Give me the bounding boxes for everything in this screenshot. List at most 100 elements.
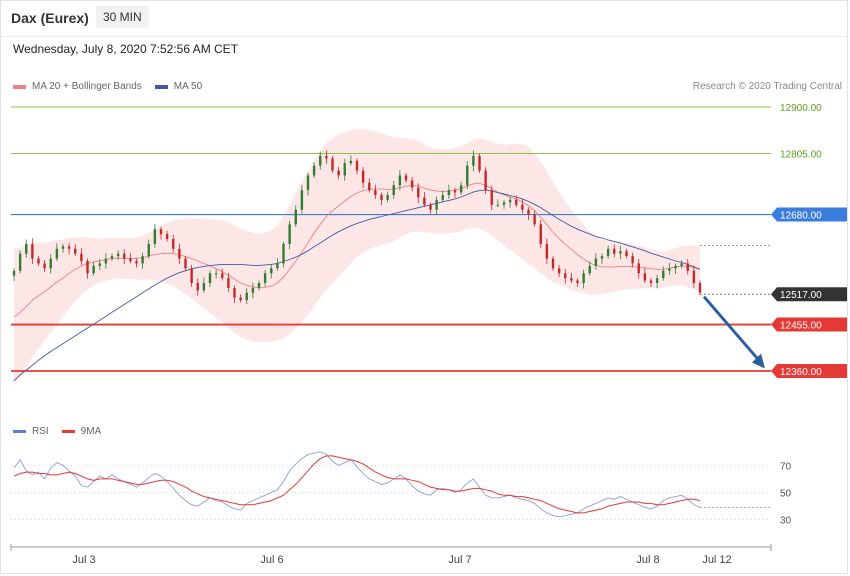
candle-body [270,268,273,274]
candle-body [484,170,487,191]
candle-body [594,258,598,266]
ma50-line [13,189,701,382]
candle-body [386,195,389,200]
candle-body [588,265,591,274]
candle-body [582,273,585,283]
candle-body [86,261,89,274]
candle-body [600,256,604,259]
x-tick-label: Jul 7 [448,554,471,566]
candle-body [306,175,310,191]
candle-body [631,256,634,264]
candle-body [392,185,395,195]
candle-body [80,253,83,261]
candle-body [502,202,506,205]
level-tag-pivot [771,207,847,222]
candle-body [570,278,573,281]
candle-body [319,155,322,166]
chart-header: Dax (Eurex) 30 MIN [0,0,848,37]
legend-item-rsi-ma[interactable]: 9MA [61,426,101,437]
candle-body [643,273,647,281]
candle-body [423,197,426,205]
candle-body [564,273,567,279]
candle-body [686,263,689,271]
candle-body [129,258,132,261]
candle-body [380,195,383,200]
rsi-swatch [13,430,26,433]
candle-body [698,283,702,293]
candle-body [478,155,481,171]
level-label-current: 12517.00 [780,290,822,301]
candle-body [668,268,671,271]
rsi-tick-label: 30 [780,516,792,527]
candle-body [202,283,206,291]
level-label-resistance: 12900.00 [780,103,822,114]
candle-body [435,199,438,210]
candle-body [361,170,365,183]
candle-body [233,287,236,298]
candle-body [557,268,561,274]
candle-body [43,263,46,269]
candle-body [515,199,518,205]
ma20-line [13,182,701,318]
instrument-title: Dax (Eurex) [11,10,89,26]
candle-body [429,204,432,210]
candle-body [312,165,316,176]
legend-item-ma20[interactable]: MA 20 + Bollinger Bands [13,81,142,92]
candle-body [159,229,163,235]
candle-body [472,155,475,166]
candle-body [404,175,408,181]
candle-body [135,261,138,264]
candle-body [539,224,542,244]
candle-body [49,258,52,269]
legend-item-ma50[interactable]: MA 50 [154,81,203,92]
x-tick-label: Jul 8 [636,554,659,566]
candle-body [398,175,402,186]
candle-body [674,265,677,269]
candle-body [12,270,16,276]
candle-body [282,243,285,264]
bollinger-band-area [14,129,700,386]
candle-body [625,251,628,257]
candle-body [441,195,444,200]
level-label-pivot: 12680.00 [780,211,822,222]
legend-ma50-label: MA 50 [173,81,203,92]
x-tick-label: Jul 12 [702,554,731,566]
candle-body [208,273,212,283]
timeframe-selector[interactable]: 30 MIN [96,6,149,28]
candle-body [490,190,493,205]
candle-body [98,263,101,266]
price-legend: MA 20 + Bollinger Bands MA 50 [13,81,215,92]
projection-arrow-head [752,353,765,369]
candle-body [141,256,144,264]
candle-body [104,258,108,264]
legend-item-rsi[interactable]: RSI [13,426,49,437]
candle-body [172,239,175,249]
candle-body [453,190,457,193]
candle-body [325,155,328,159]
candle-body [337,170,340,176]
candle-body [355,160,359,171]
candle-body [18,253,22,271]
candle-body [619,251,622,254]
candle-body [221,273,224,279]
candle-body [61,246,65,249]
level-tag-support [771,364,847,378]
candle-body [606,248,610,257]
candle-body [447,190,451,195]
candle-body [31,243,34,259]
candle-body [349,160,353,164]
candle-body [251,287,255,293]
candle-body [214,273,218,275]
candle-body [276,263,279,269]
level-tag-current [771,287,847,302]
candle-body [74,248,77,254]
ma50-swatch [154,84,168,89]
candle-body [576,280,579,283]
candle-body [368,182,371,191]
candle-body [147,243,150,257]
candle-body [116,253,120,257]
candle-body [533,214,536,225]
rsi-ma-line [13,455,701,514]
candle-body [521,204,524,210]
